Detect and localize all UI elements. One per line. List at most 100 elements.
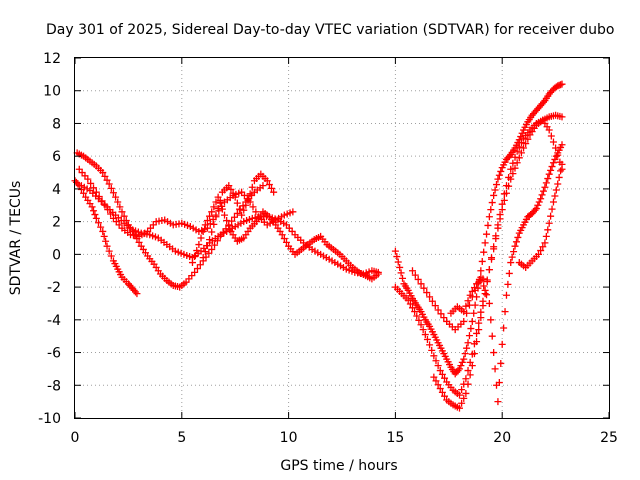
data-point-marker	[195, 241, 203, 249]
data-point-marker	[201, 221, 209, 229]
data-point-marker	[193, 265, 201, 273]
data-point-marker	[238, 211, 246, 219]
data-point-marker	[233, 199, 241, 207]
data-point-marker	[415, 316, 423, 324]
data-point-marker	[423, 335, 431, 343]
series-track-7	[391, 80, 566, 378]
data-point-marker	[394, 258, 402, 266]
data-point-marker	[480, 282, 488, 290]
data-point-marker	[246, 190, 254, 198]
data-point-marker	[196, 261, 204, 269]
data-point-marker	[240, 206, 248, 214]
data-point-marker	[491, 186, 499, 194]
data-point-marker	[551, 155, 559, 163]
data-point-marker	[458, 386, 466, 394]
data-point-marker	[548, 163, 556, 171]
data-point-marker	[498, 340, 506, 348]
data-point-marker	[481, 290, 489, 298]
data-point-marker	[541, 183, 549, 191]
data-point-marker	[223, 217, 231, 225]
data-point-marker	[431, 302, 439, 310]
y-tick-label: 10	[43, 84, 61, 100]
data-point-marker	[216, 196, 224, 204]
data-point-marker	[423, 289, 431, 297]
data-point-marker	[97, 223, 105, 231]
data-point-marker	[263, 177, 271, 185]
y-tick-label: -10	[38, 411, 61, 427]
data-point-marker	[430, 373, 438, 381]
data-point-marker	[551, 192, 559, 200]
data-point-marker	[242, 201, 250, 209]
data-point-marker	[496, 211, 504, 219]
data-point-marker	[191, 268, 199, 276]
data-point-marker	[511, 242, 519, 250]
data-point-marker	[464, 297, 472, 305]
data-point-marker	[87, 179, 95, 187]
data-point-marker	[289, 208, 297, 216]
data-point-marker	[107, 184, 115, 192]
data-point-marker	[193, 247, 201, 255]
data-point-marker	[475, 326, 483, 334]
data-point-marker	[462, 389, 470, 397]
data-point-marker	[441, 374, 449, 382]
data-point-marker	[545, 126, 553, 134]
data-point-marker	[558, 160, 566, 168]
data-point-marker	[88, 203, 96, 211]
data-point-marker	[458, 399, 466, 407]
data-point-marker	[487, 316, 495, 324]
data-point-marker	[500, 190, 508, 198]
data-point-marker	[497, 167, 505, 175]
data-point-marker	[116, 203, 124, 211]
data-point-marker	[460, 394, 468, 402]
data-point-marker	[544, 175, 552, 183]
data-point-marker	[280, 235, 288, 243]
series-track-9	[430, 116, 566, 412]
series-track-10	[408, 141, 566, 406]
data-point-marker	[455, 404, 463, 412]
data-point-marker	[502, 291, 510, 299]
data-point-marker	[393, 253, 401, 261]
data-point-marker	[477, 267, 485, 275]
data-point-marker	[120, 212, 128, 220]
data-point-marker	[428, 297, 436, 305]
data-point-marker	[485, 266, 493, 274]
data-point-marker	[545, 219, 553, 227]
data-point-marker	[99, 169, 107, 177]
data-point-marker	[233, 209, 241, 217]
data-point-marker	[230, 213, 238, 221]
data-point-marker	[132, 288, 140, 296]
data-point-marker	[434, 362, 442, 370]
data-point-marker	[225, 222, 233, 230]
data-point-marker	[463, 344, 471, 352]
data-point-marker	[558, 113, 566, 121]
data-point-marker	[464, 367, 472, 375]
data-point-marker	[278, 231, 286, 239]
data-point-marker	[552, 152, 560, 160]
data-point-marker	[497, 359, 505, 367]
data-point-marker	[80, 189, 88, 197]
data-point-marker	[468, 287, 476, 295]
data-point-marker	[419, 326, 427, 334]
data-point-marker	[92, 214, 100, 222]
data-point-marker	[231, 193, 239, 201]
data-point-marker	[498, 200, 506, 208]
data-point-marker	[438, 370, 446, 378]
data-point-marker	[511, 153, 519, 161]
data-point-marker	[455, 365, 463, 373]
data-point-marker	[105, 247, 113, 255]
data-point-marker	[477, 314, 485, 322]
data-point-marker	[133, 290, 141, 298]
chart-title: Day 301 of 2025, Sidereal Day-to-day VTE…	[46, 22, 614, 38]
data-point-marker	[404, 296, 412, 304]
data-point-marker	[539, 243, 547, 251]
y-tick-label: 8	[52, 116, 61, 132]
data-point-marker	[549, 159, 557, 167]
series-track-12	[515, 160, 566, 271]
y-tick-label: 12	[43, 51, 61, 67]
series-track-5	[188, 193, 382, 283]
data-point-marker	[259, 182, 267, 190]
data-point-marker	[105, 180, 113, 188]
data-point-marker	[437, 310, 445, 318]
data-point-marker	[549, 138, 557, 146]
data-point-marker	[490, 243, 498, 251]
